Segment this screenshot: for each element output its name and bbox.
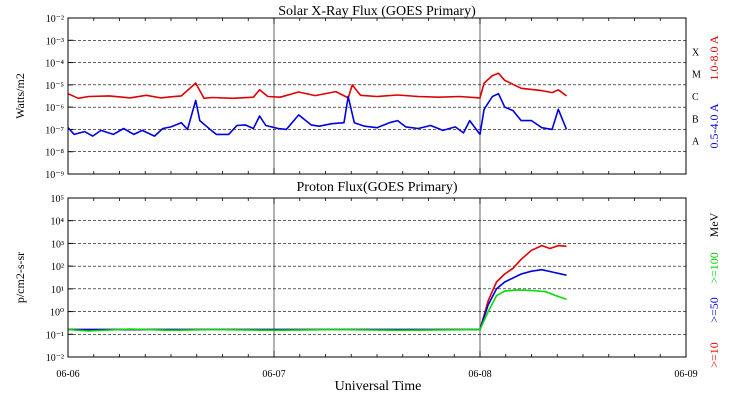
x-tick-label: 06-07 (262, 369, 285, 380)
y-tick-label: 10³ (51, 239, 64, 250)
series-label: MeV (707, 212, 721, 237)
series-line (68, 244, 567, 331)
series-label: 0.5-4.0 A (707, 103, 721, 148)
y-tick-label: 10⁻² (46, 14, 64, 25)
y-tick-label: 10⁻⁸ (45, 148, 64, 159)
xray-flux-panel: 10⁻⁹ 10⁻⁸ 10⁻⁷ 10⁻⁶ 10⁻⁵ 10⁻⁴ 10⁻³ 10⁻² A BCM X Sol… (13, 4, 721, 181)
plot-frame (67, 197, 687, 358)
y-tick-label: 10⁻⁹ (45, 170, 64, 181)
series-line (68, 268, 567, 331)
series-label: >=100 (707, 252, 721, 284)
proton-flux-panel: 10⁻² 10⁻¹ 10⁰ 10¹ 10² 10³ 10⁴ 10⁵ Proton Flux(GO… (13, 180, 721, 380)
y-tick-label: 10⁻³ (46, 36, 64, 47)
y-tick-label: 10⁻¹ (46, 330, 64, 341)
series-label: >=10 (707, 342, 721, 368)
y-tick-label: 10⁻² (46, 353, 64, 364)
y-tick-label: 10⁵ (51, 194, 65, 205)
series-label: >=50 (707, 297, 721, 323)
x-axis-label: Universal Time (335, 379, 422, 394)
y-tick-label: 10² (51, 262, 64, 273)
flare-class-label: A (692, 137, 700, 148)
series-line (67, 72, 567, 100)
flare-class-label: B (692, 114, 699, 125)
x-tick-label: 06-08 (468, 369, 491, 380)
plot-frame (67, 17, 687, 175)
y-tick-label: 10⁻⁴ (45, 59, 64, 70)
series-line (67, 289, 567, 332)
series-line (67, 92, 568, 137)
x-tick-label: 06-09 (674, 369, 697, 380)
y-tick-label: 10⁻⁶ (45, 103, 64, 114)
y-tick-label: 10⁻⁵ (45, 81, 64, 92)
flare-class-label: M (692, 70, 701, 81)
chart-title: Solar X-Ray Flux (GOES Primary) (278, 4, 476, 19)
y-tick-label: 10¹ (51, 285, 64, 296)
flare-class-label: X (692, 47, 700, 58)
series-label: 1.0-8.0 A (707, 35, 721, 80)
y-tick-label: 10⁰ (50, 308, 64, 319)
flare-class-label: C (692, 92, 699, 103)
y-axis-label: p/cm2-s-sr (13, 252, 27, 303)
y-tick-label: 10⁴ (51, 217, 65, 228)
chart-title: Proton Flux(GOES Primary) (297, 180, 458, 195)
y-axis-label: Watts/m2 (13, 73, 27, 119)
y-tick-label: 10⁻⁷ (45, 125, 64, 136)
x-tick-label: 06-06 (56, 369, 79, 380)
